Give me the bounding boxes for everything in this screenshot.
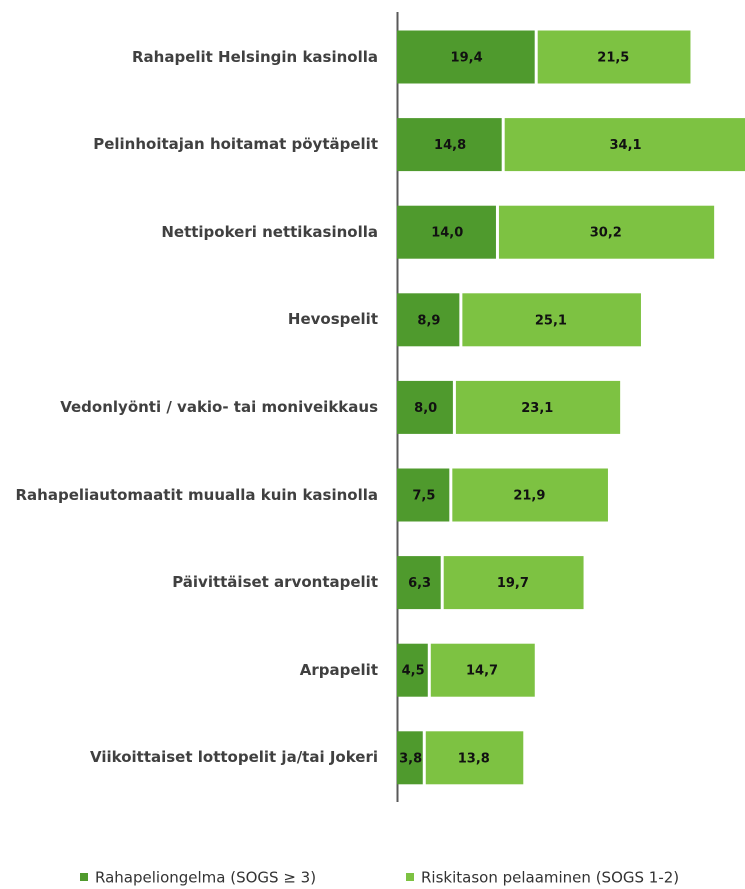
bar-segment: [397, 293, 460, 347]
bar-segment: [462, 293, 641, 347]
bar-segment: [443, 556, 584, 610]
category-label-box: Viikoittaiset lottopelit ja/tai Jokeri: [90, 748, 378, 767]
bar-segment: [537, 30, 691, 84]
legend-swatch: [80, 873, 88, 881]
bar-segment: [452, 468, 608, 522]
legend-label: Rahapeliongelma (SOGS ≥ 3): [95, 869, 316, 887]
bar-segment: [397, 205, 496, 259]
value-label: 3,8: [399, 751, 422, 766]
value-label: 4,5: [402, 664, 425, 679]
value-label: 6,3: [408, 576, 431, 591]
category-label: Vedonlyönti / vakio- tai moniveikkaus: [60, 397, 378, 416]
bar-segment: [397, 380, 453, 434]
value-label: 13,8: [458, 751, 490, 766]
category-label-box: Päivittäiset arvontapelit: [172, 573, 378, 592]
value-label: 8,0: [414, 401, 437, 416]
legend-swatch: [406, 873, 414, 881]
value-label: 30,2: [590, 226, 622, 241]
category-label: Viikoittaiset lottopelit ja/tai Jokeri: [90, 748, 378, 767]
legend-label: Riskitason pelaaminen (SOGS 1-2): [421, 869, 679, 887]
value-label: 14,7: [466, 664, 498, 679]
bar-segment: [504, 118, 745, 172]
bar-segment: [498, 205, 715, 259]
category-label-box: Rahapeliautomaatit muualla kuin kasinoll…: [15, 485, 378, 504]
bar-segment: [397, 643, 428, 697]
value-label: 19,7: [497, 576, 529, 591]
category-label-box: Pelinhoitajan hoitamat pöytäpelit: [93, 135, 378, 154]
category-label: Hevospelit: [287, 310, 378, 329]
category-label: Arpapelit: [299, 660, 378, 679]
value-label: 8,9: [417, 313, 440, 328]
category-label-box: Vedonlyönti / vakio- tai moniveikkaus: [60, 397, 378, 416]
category-label-box: Hevospelit: [287, 310, 378, 329]
category-label: Rahapelit Helsingin kasinolla: [131, 47, 378, 66]
value-label: 7,5: [412, 489, 435, 504]
bar-segment: [397, 30, 535, 84]
bar-segment: [430, 643, 535, 697]
value-label: 25,1: [535, 313, 567, 328]
category-label: Nettipokeri nettikasinolla: [161, 222, 378, 241]
value-label: 21,5: [597, 51, 629, 66]
category-label: Pelinhoitajan hoitamat pöytäpelit: [93, 135, 378, 154]
category-label-box: Rahapelit Helsingin kasinolla: [131, 47, 378, 66]
category-label-box: Nettipokeri nettikasinolla: [161, 222, 378, 241]
value-label: 21,9: [513, 489, 545, 504]
value-label: 34,1: [609, 138, 641, 153]
category-label-box: Arpapelit: [299, 660, 378, 679]
category-label: Päivittäiset arvontapelit: [172, 573, 378, 592]
category-label: Rahapeliautomaatit muualla kuin kasinoll…: [15, 485, 378, 504]
bar-segment: [397, 731, 423, 785]
bar-segment: [397, 468, 450, 522]
value-label: 14,8: [434, 138, 466, 153]
value-label: 19,4: [451, 51, 483, 66]
value-label: 14,0: [431, 226, 463, 241]
bar-segment: [397, 556, 441, 610]
value-label: 23,1: [521, 401, 553, 416]
bar-segment: [455, 380, 621, 434]
bar-segment: [397, 118, 502, 172]
bar-segment: [425, 731, 524, 785]
